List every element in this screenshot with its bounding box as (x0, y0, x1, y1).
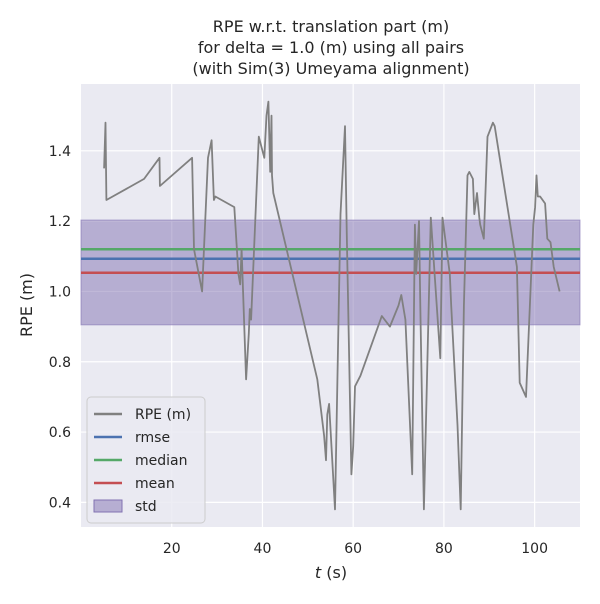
x-axis-label: t (s) (315, 563, 347, 582)
x-tick-label: 20 (163, 541, 181, 557)
legend-label: RPE (m) (135, 407, 191, 423)
chart-title-line-2: for delta = 1.0 (m) using all pairs (198, 38, 464, 57)
series-layer (103, 100, 561, 511)
y-tick-label: 1.4 (49, 144, 71, 160)
y-tick-label: 1.0 (49, 284, 71, 300)
y-tick-label: 0.4 (49, 495, 71, 511)
chart-title: RPE w.r.t. translation part (m) for delt… (192, 17, 469, 78)
x-tick-label: 80 (435, 541, 453, 557)
y-tick-label: 1.2 (49, 214, 71, 230)
stat-lines-layer (81, 247, 580, 275)
y-tick-label: 0.8 (49, 355, 71, 371)
legend-swatch (93, 499, 123, 513)
chart-title-line-3: (with Sim(3) Umeyama alignment) (192, 59, 469, 78)
y-axis-label: RPE (m) (17, 273, 36, 337)
chart-title-line-1: RPE w.r.t. translation part (m) (213, 17, 449, 36)
x-axis-label-var: t (315, 563, 322, 582)
tick-labels: 20 40 60 80 100 0.4 0.6 0.8 1.0 1.2 1.4 (49, 144, 548, 557)
legend-label: mean (135, 476, 175, 492)
y-tick-label: 0.6 (49, 425, 71, 441)
legend-label: std (135, 499, 157, 515)
legend: RPE (m) rmse median mean std (86, 396, 206, 524)
legend-label: rmse (135, 430, 170, 446)
rpe-series-line (103, 100, 561, 511)
x-tick-label: 100 (521, 541, 548, 557)
x-tick-label: 60 (344, 541, 362, 557)
x-tick-label: 40 (254, 541, 272, 557)
x-axis-label-unit: (s) (321, 563, 347, 582)
legend-label: median (135, 453, 187, 469)
legend-box (86, 396, 206, 524)
